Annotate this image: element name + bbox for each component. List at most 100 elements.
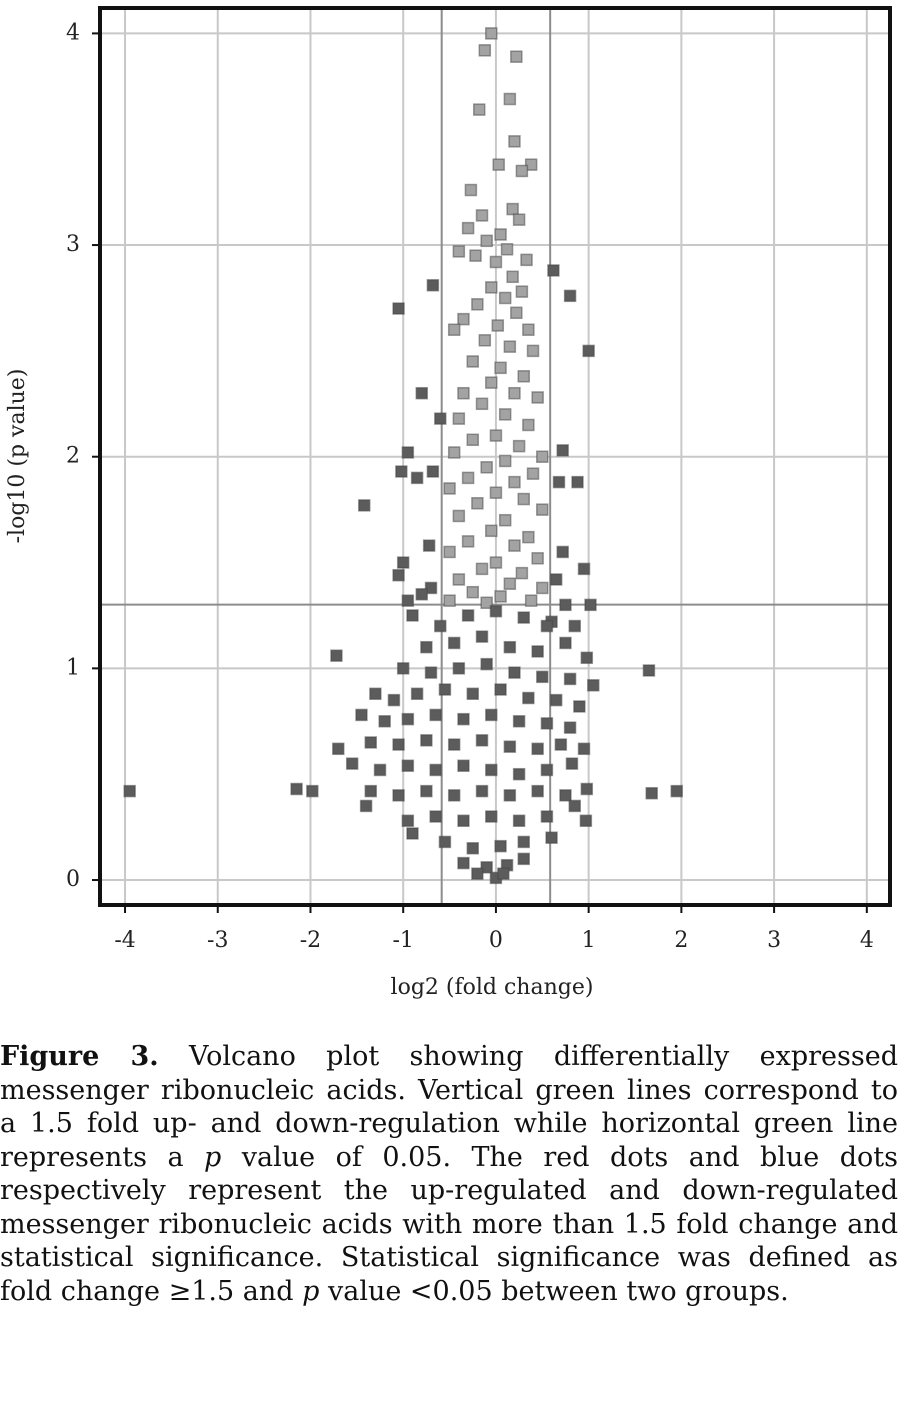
plot-frame xyxy=(98,6,892,907)
x-tick-label: -3 xyxy=(207,928,228,953)
point xyxy=(475,562,489,576)
point xyxy=(480,657,493,671)
point xyxy=(461,221,475,235)
point xyxy=(494,839,507,853)
point xyxy=(426,465,440,478)
point xyxy=(471,867,484,880)
point xyxy=(447,789,461,802)
point xyxy=(522,530,535,544)
point xyxy=(517,835,530,849)
point xyxy=(494,683,507,696)
point xyxy=(485,27,498,40)
point xyxy=(466,842,479,855)
point xyxy=(554,738,568,751)
point xyxy=(545,831,558,844)
point xyxy=(568,799,581,813)
point xyxy=(512,439,526,453)
point xyxy=(422,539,436,552)
point xyxy=(290,782,303,796)
point xyxy=(457,759,470,772)
point xyxy=(480,461,493,474)
point xyxy=(401,759,415,772)
point xyxy=(536,670,549,684)
point xyxy=(547,264,560,277)
point xyxy=(461,535,475,548)
point xyxy=(491,319,505,332)
point xyxy=(580,782,594,796)
point xyxy=(330,649,343,662)
point xyxy=(395,465,408,478)
point xyxy=(466,433,479,447)
point xyxy=(552,475,566,489)
point xyxy=(452,662,466,675)
point xyxy=(443,545,456,559)
point xyxy=(580,651,594,665)
point xyxy=(401,712,415,726)
point xyxy=(420,734,433,747)
point xyxy=(508,135,521,148)
point xyxy=(540,717,554,730)
x-tick-label: -1 xyxy=(392,928,413,953)
x-tick-label: 1 xyxy=(582,928,596,953)
caption-text: Volcano plot showing differentially expr… xyxy=(0,1041,898,1173)
point xyxy=(485,524,498,538)
point xyxy=(512,715,526,728)
point xyxy=(478,334,492,347)
point xyxy=(508,386,521,400)
point xyxy=(447,636,461,650)
point xyxy=(475,397,489,411)
point xyxy=(540,619,554,633)
point xyxy=(522,418,535,432)
point xyxy=(464,183,478,197)
point xyxy=(573,700,586,713)
point xyxy=(515,566,529,580)
point xyxy=(485,810,498,823)
point xyxy=(571,475,584,489)
point xyxy=(457,312,470,326)
x-tick-label: 0 xyxy=(489,928,503,953)
point xyxy=(306,784,319,798)
point xyxy=(498,408,512,421)
point xyxy=(510,306,523,320)
point xyxy=(355,708,368,722)
point xyxy=(520,253,533,267)
point xyxy=(475,630,489,643)
point xyxy=(515,285,529,298)
point xyxy=(443,594,456,607)
point xyxy=(471,497,484,510)
point xyxy=(582,344,595,358)
point xyxy=(396,662,410,675)
point xyxy=(506,202,519,216)
point xyxy=(503,789,517,802)
point xyxy=(392,568,405,582)
point xyxy=(510,50,523,63)
point xyxy=(568,619,581,633)
x-tick-label: -2 xyxy=(300,928,321,953)
point xyxy=(536,450,549,463)
caption: Figure 3. Volcano plot showing different… xyxy=(0,1040,898,1308)
point xyxy=(485,281,498,294)
point xyxy=(512,213,526,226)
point xyxy=(426,279,440,292)
point xyxy=(434,619,447,633)
point xyxy=(447,446,461,459)
point xyxy=(438,683,452,696)
point xyxy=(447,323,461,336)
point xyxy=(466,687,479,701)
point xyxy=(466,585,479,599)
point xyxy=(531,552,544,565)
point xyxy=(434,412,447,425)
point xyxy=(489,486,503,499)
x-tick-label: 3 xyxy=(767,928,781,953)
caption-italic: p xyxy=(302,1275,320,1307)
point xyxy=(396,556,410,569)
point xyxy=(415,386,428,400)
point xyxy=(485,763,498,777)
x-tick-label: -4 xyxy=(114,928,135,953)
point xyxy=(508,539,521,552)
point xyxy=(498,513,512,527)
point xyxy=(565,757,579,770)
point xyxy=(670,784,683,798)
point xyxy=(332,742,345,756)
point xyxy=(466,355,479,368)
